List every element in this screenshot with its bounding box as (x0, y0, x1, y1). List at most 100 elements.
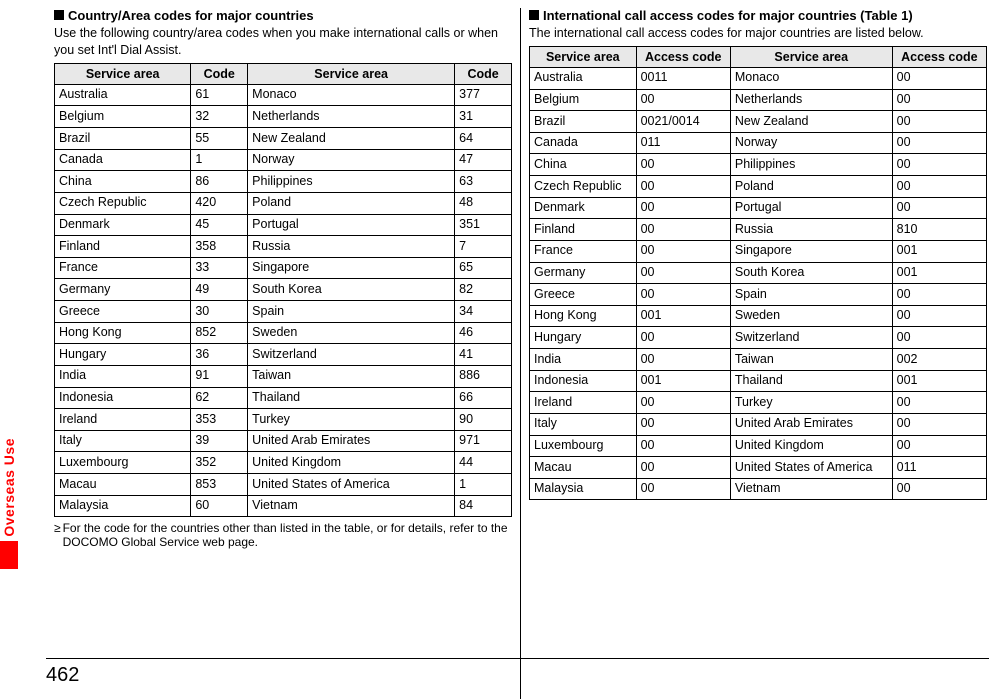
table-cell: 00 (636, 176, 730, 198)
table-cell: 00 (892, 284, 986, 306)
table-cell: 00 (892, 154, 986, 176)
table-cell: 00 (892, 197, 986, 219)
table-cell: 82 (455, 279, 512, 301)
page-number: 462 (46, 664, 79, 687)
table-cell: 001 (892, 370, 986, 392)
table-row: Brazil55New Zealand64 (55, 128, 512, 150)
table-cell: Taiwan (730, 349, 892, 371)
table-cell: 00 (892, 392, 986, 414)
table-cell: United Kingdom (248, 452, 455, 474)
table-cell: Hong Kong (55, 322, 191, 344)
table-cell: Netherlands (248, 106, 455, 128)
left-note-text: For the code for the countries other tha… (63, 521, 512, 549)
table-cell: 84 (455, 495, 512, 517)
table-cell: 00 (892, 327, 986, 349)
table-cell: Finland (55, 236, 191, 258)
table-cell: Switzerland (248, 344, 455, 366)
table-cell: 64 (455, 128, 512, 150)
table-row: Macau853United States of America1 (55, 474, 512, 496)
table-cell: 352 (191, 452, 248, 474)
table-cell: United Arab Emirates (730, 413, 892, 435)
table-cell: 39 (191, 430, 248, 452)
table-cell: United States of America (730, 457, 892, 479)
table-cell: 002 (892, 349, 986, 371)
table-cell: Philippines (248, 171, 455, 193)
table-row: Finland358Russia7 (55, 236, 512, 258)
table-cell: 00 (636, 457, 730, 479)
table-cell: Macau (55, 474, 191, 496)
table-cell: Denmark (530, 197, 637, 219)
table-row: Hungary36Switzerland41 (55, 344, 512, 366)
table-cell: 00 (636, 219, 730, 241)
table-cell: 45 (191, 214, 248, 236)
table-cell: 00 (636, 262, 730, 284)
table-cell: 49 (191, 279, 248, 301)
table-row: France33Singapore65 (55, 257, 512, 279)
table-row: Belgium32Netherlands31 (55, 106, 512, 128)
table-cell: 7 (455, 236, 512, 258)
table-row: Ireland00Turkey00 (530, 392, 987, 414)
table-cell: Luxembourg (530, 435, 637, 457)
table-row: Finland00Russia810 (530, 219, 987, 241)
table-row: Hong Kong001Sweden00 (530, 305, 987, 327)
table-cell: New Zealand (248, 128, 455, 150)
table-cell: Canada (55, 149, 191, 171)
table-row: Ireland353Turkey90 (55, 409, 512, 431)
table-cell: 358 (191, 236, 248, 258)
table-cell: 63 (455, 171, 512, 193)
table-cell: 90 (455, 409, 512, 431)
table-row: Indonesia001Thailand001 (530, 370, 987, 392)
table-cell: China (530, 154, 637, 176)
table-row: Germany00South Korea001 (530, 262, 987, 284)
table-header: Code (455, 63, 512, 84)
table-cell: Poland (730, 176, 892, 198)
table-cell: 30 (191, 301, 248, 323)
table-cell: Czech Republic (530, 176, 637, 198)
table-cell: Ireland (55, 409, 191, 431)
table-cell: Australia (530, 67, 637, 89)
table-cell: Russia (730, 219, 892, 241)
table-cell: 36 (191, 344, 248, 366)
table-cell: 62 (191, 387, 248, 409)
table-cell: Singapore (248, 257, 455, 279)
table-cell: Australia (55, 84, 191, 106)
table-cell: 00 (892, 111, 986, 133)
table-cell: 31 (455, 106, 512, 128)
table-cell: Monaco (248, 84, 455, 106)
table-cell: Turkey (730, 392, 892, 414)
table-cell: 852 (191, 322, 248, 344)
table-cell: Philippines (730, 154, 892, 176)
heading-square-icon (529, 10, 539, 20)
table-header: Access code (892, 46, 986, 67)
table-cell: 41 (455, 344, 512, 366)
table-cell: 00 (892, 67, 986, 89)
sidebar-color-block (0, 541, 18, 569)
table-header: Access code (636, 46, 730, 67)
table-cell: 00 (636, 240, 730, 262)
table-cell: 377 (455, 84, 512, 106)
right-heading: International call access codes for majo… (529, 8, 987, 23)
table-cell: Italy (55, 430, 191, 452)
table-cell: Monaco (730, 67, 892, 89)
left-heading: Country/Area codes for major countries (54, 8, 512, 23)
page-content: Country/Area codes for major countries U… (0, 0, 1005, 699)
left-column: Country/Area codes for major countries U… (46, 8, 521, 699)
table-header: Service area (730, 46, 892, 67)
table-row: Canada1Norway47 (55, 149, 512, 171)
table-cell: Norway (730, 132, 892, 154)
table-cell: 86 (191, 171, 248, 193)
table-row: Czech Republic420Poland48 (55, 192, 512, 214)
table-cell: 00 (892, 305, 986, 327)
table-row: Hong Kong852Sweden46 (55, 322, 512, 344)
table-cell: 420 (191, 192, 248, 214)
table-cell: Portugal (730, 197, 892, 219)
table-cell: 001 (892, 262, 986, 284)
table-cell: 66 (455, 387, 512, 409)
table-row: Macau00United States of America011 (530, 457, 987, 479)
table-cell: 886 (455, 365, 512, 387)
table-cell: Canada (530, 132, 637, 154)
table-cell: Norway (248, 149, 455, 171)
table-cell: France (55, 257, 191, 279)
table-cell: 353 (191, 409, 248, 431)
table-cell: United States of America (248, 474, 455, 496)
